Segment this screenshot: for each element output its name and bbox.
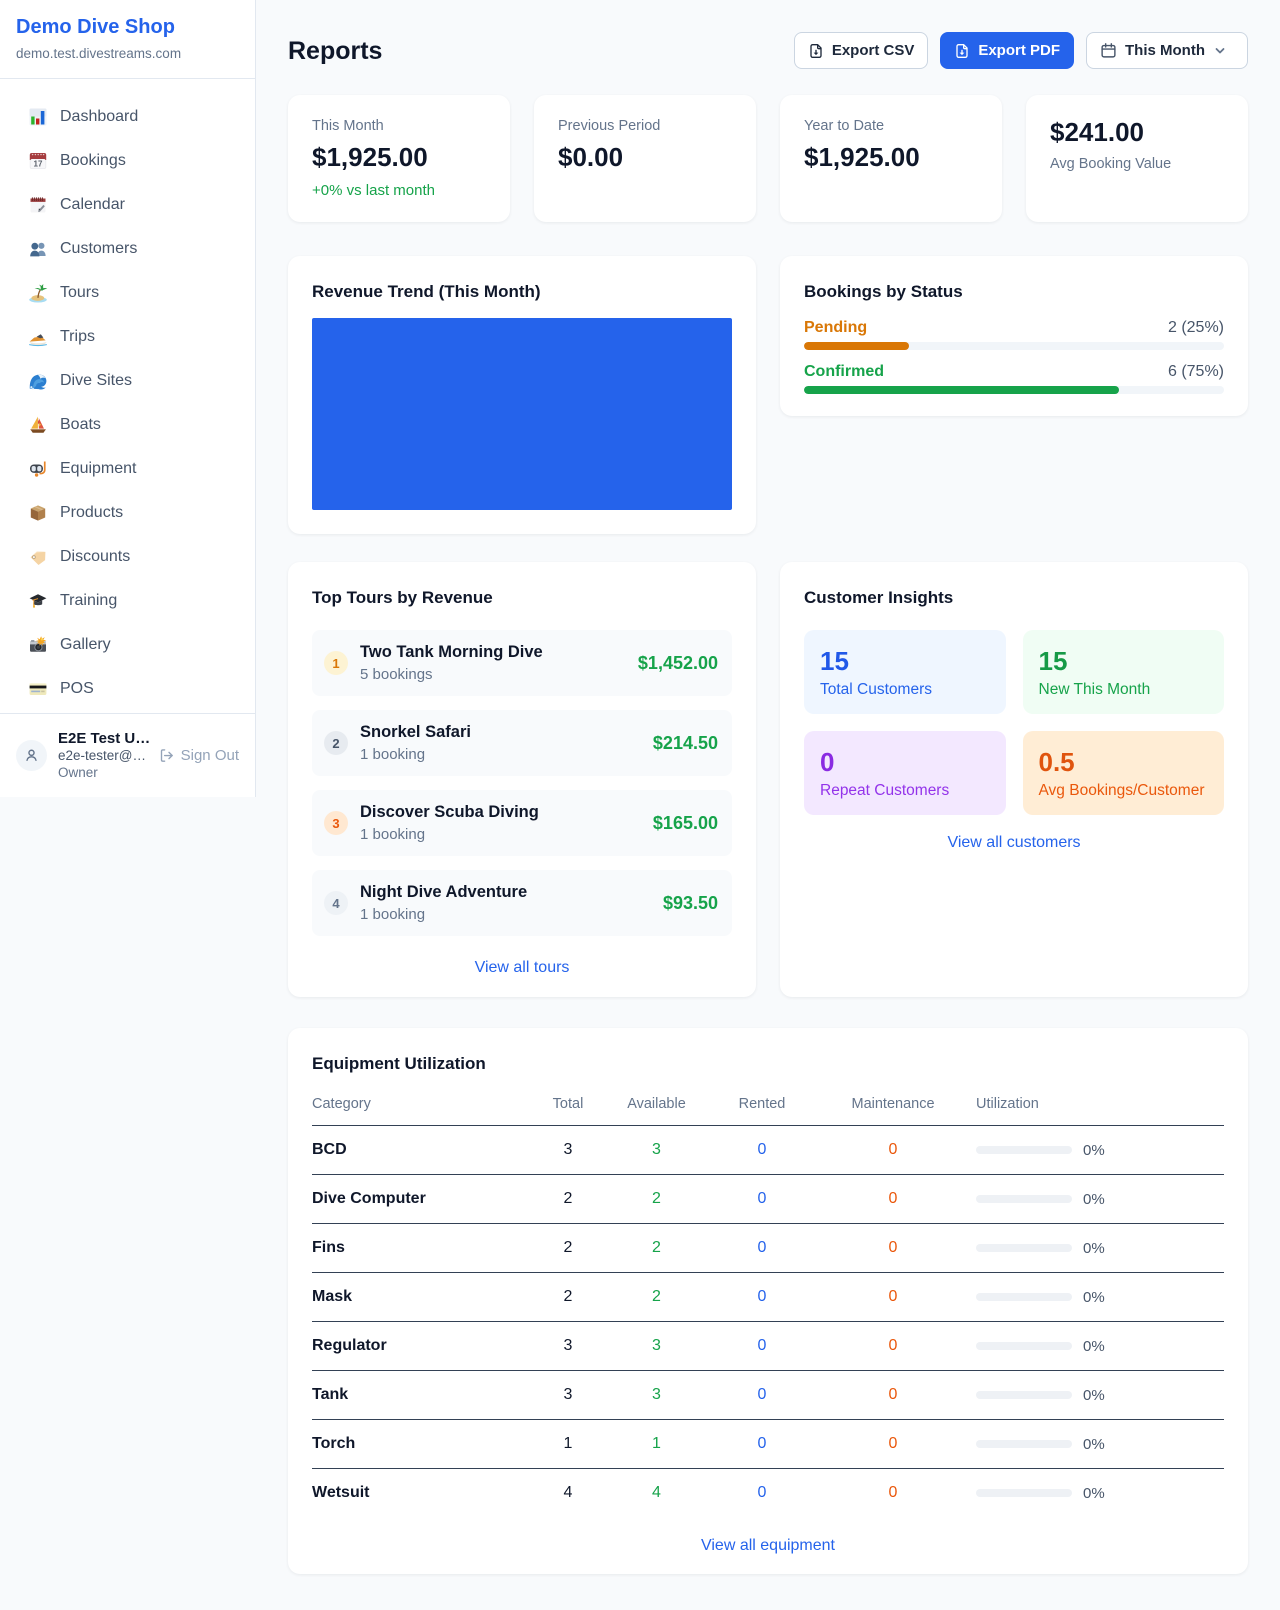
svg-text:17: 17	[34, 160, 43, 169]
